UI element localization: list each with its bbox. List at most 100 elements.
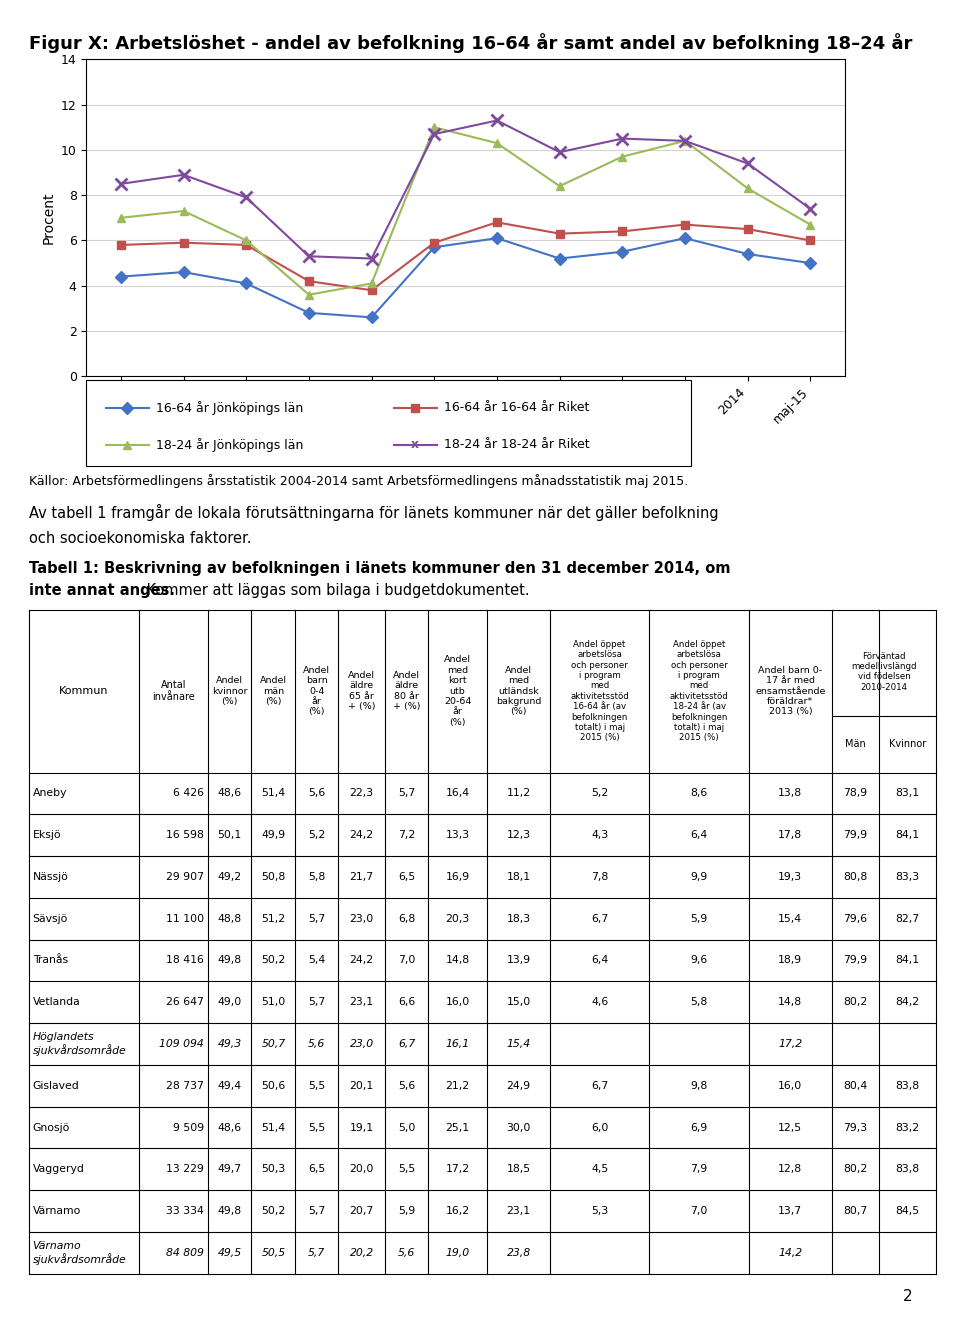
Text: 16,1: 16,1 — [445, 1039, 469, 1049]
Text: 5,8: 5,8 — [308, 873, 325, 882]
Text: 49,4: 49,4 — [218, 1081, 242, 1090]
16-64 år 16-64 år Riket — [366, 282, 377, 298]
Text: 80,2: 80,2 — [843, 998, 868, 1007]
Text: Män: Män — [845, 739, 866, 748]
Text: 18,3: 18,3 — [507, 913, 531, 924]
Text: 50,2: 50,2 — [261, 956, 285, 965]
Text: 11,2: 11,2 — [507, 788, 531, 799]
18-24 år Jönköpings län — [303, 286, 315, 302]
Text: 6,9: 6,9 — [690, 1122, 708, 1133]
18-24 år 18-24 år Riket — [554, 144, 565, 160]
Text: Gnosjö: Gnosjö — [33, 1122, 70, 1133]
Text: 5,7: 5,7 — [308, 998, 325, 1007]
16-64 år 16-64 år Riket — [240, 238, 252, 253]
Text: 78,9: 78,9 — [844, 788, 868, 799]
Text: inte annat anges.: inte annat anges. — [29, 583, 175, 598]
Text: 5,8: 5,8 — [690, 998, 708, 1007]
Text: 5,6: 5,6 — [308, 1039, 325, 1049]
Text: 49,5: 49,5 — [218, 1247, 242, 1258]
18-24 år Jönköpings län — [240, 232, 252, 248]
Text: 50,2: 50,2 — [261, 1206, 285, 1216]
Text: 6,8: 6,8 — [398, 913, 416, 924]
Text: 82,7: 82,7 — [896, 913, 920, 924]
Text: 49,0: 49,0 — [217, 998, 242, 1007]
Text: 28 737: 28 737 — [166, 1081, 204, 1090]
Text: Kommer att läggas som bilaga i budgetdokumentet.: Kommer att läggas som bilaga i budgetdok… — [142, 583, 530, 598]
Text: Andel
män
(%): Andel män (%) — [260, 676, 287, 706]
16-64 år Jönköpings län — [303, 305, 315, 321]
Text: Värnamo: Värnamo — [33, 1206, 81, 1216]
18-24 år 18-24 år Riket — [178, 166, 189, 182]
Text: 20,2: 20,2 — [349, 1247, 373, 1258]
Text: 33 334: 33 334 — [166, 1206, 204, 1216]
Text: 11 100: 11 100 — [166, 913, 204, 924]
16-64 år Jönköpings län — [178, 264, 189, 280]
Text: 6,7: 6,7 — [591, 1081, 609, 1090]
Text: 6,4: 6,4 — [690, 830, 708, 840]
Text: 7,2: 7,2 — [398, 830, 416, 840]
Text: 19,1: 19,1 — [349, 1122, 373, 1133]
Text: 26 647: 26 647 — [166, 998, 204, 1007]
Text: Tabell 1: Beskrivning av befolkningen i länets kommuner den 31 december 2014, om: Tabell 1: Beskrivning av befolkningen i … — [29, 561, 731, 576]
Text: 23,1: 23,1 — [507, 1206, 531, 1216]
Text: 80,7: 80,7 — [843, 1206, 868, 1216]
Text: 20,7: 20,7 — [349, 1206, 373, 1216]
Text: Nässjö: Nässjö — [33, 873, 68, 882]
Text: 84 809: 84 809 — [166, 1247, 204, 1258]
Text: Andel öppet
arbetslösa
och personer
i program
med
aktivitetsstöd
16-64 år (av
be: Andel öppet arbetslösa och personer i pr… — [570, 640, 629, 742]
Text: 84,1: 84,1 — [896, 956, 920, 965]
Text: 49,7: 49,7 — [218, 1164, 242, 1175]
18-24 år Jönköpings län — [178, 203, 189, 219]
Text: 23,8: 23,8 — [507, 1247, 531, 1258]
Text: Andel
med
kort
utb
20-64
år
(%): Andel med kort utb 20-64 år (%) — [444, 656, 471, 727]
Text: 30,0: 30,0 — [506, 1122, 531, 1133]
Text: 83,8: 83,8 — [896, 1081, 920, 1090]
Text: 16 598: 16 598 — [166, 830, 204, 840]
Text: 12,5: 12,5 — [779, 1122, 803, 1133]
16-64 år 16-64 år Riket — [178, 235, 189, 251]
Text: 4,3: 4,3 — [591, 830, 609, 840]
Text: 6,4: 6,4 — [591, 956, 609, 965]
Text: 14,8: 14,8 — [779, 998, 803, 1007]
Text: Andel
kvinnor
(%): Andel kvinnor (%) — [212, 676, 248, 706]
Text: 79,3: 79,3 — [844, 1122, 868, 1133]
16-64 år Jönköpings län — [616, 244, 628, 260]
16-64 år Jönköpings län — [428, 239, 440, 255]
Text: 2: 2 — [902, 1290, 912, 1304]
Text: Kvinnor: Kvinnor — [889, 739, 926, 748]
Text: 21,2: 21,2 — [445, 1081, 469, 1090]
Text: 7,0: 7,0 — [397, 956, 416, 965]
16-64 år 16-64 år Riket — [492, 214, 503, 230]
Text: 23,0: 23,0 — [349, 913, 373, 924]
Text: Eksjö: Eksjö — [33, 830, 61, 840]
Text: och socioekonomiska faktorer.: och socioekonomiska faktorer. — [29, 531, 252, 545]
Text: 15,4: 15,4 — [779, 913, 803, 924]
Text: 50,8: 50,8 — [261, 873, 285, 882]
Text: 84,1: 84,1 — [896, 830, 920, 840]
Text: x: x — [411, 438, 420, 451]
Text: 51,4: 51,4 — [261, 788, 285, 799]
16-64 år Jönköpings län — [492, 230, 503, 246]
18-24 år 18-24 år Riket — [428, 127, 440, 143]
18-24 år 18-24 år Riket — [240, 190, 252, 206]
Text: 5,4: 5,4 — [308, 956, 325, 965]
Text: 24,9: 24,9 — [507, 1081, 531, 1090]
Text: 83,2: 83,2 — [896, 1122, 920, 1133]
Text: 80,2: 80,2 — [843, 1164, 868, 1175]
16-64 år 16-64 år Riket — [303, 273, 315, 289]
Line: 18-24 år 18-24 år Riket: 18-24 år 18-24 år Riket — [115, 115, 816, 264]
18-24 år 18-24 år Riket — [115, 176, 127, 191]
18-24 år 18-24 år Riket — [366, 251, 377, 267]
Text: 6,0: 6,0 — [591, 1122, 609, 1133]
Text: Vetlanda: Vetlanda — [33, 998, 81, 1007]
Text: Källor: Arbetsförmedlingens årsstatistik 2004-2014 samt Arbetsförmedlingens måna: Källor: Arbetsförmedlingens årsstatistik… — [29, 474, 688, 488]
Text: 49,8: 49,8 — [218, 1206, 242, 1216]
Text: 5,5: 5,5 — [308, 1081, 325, 1090]
Text: 50,3: 50,3 — [261, 1164, 285, 1175]
Text: 6,7: 6,7 — [591, 913, 609, 924]
16-64 år 16-64 år Riket — [428, 235, 440, 251]
18-24 år 18-24 år Riket — [742, 156, 754, 172]
Text: 84,5: 84,5 — [896, 1206, 920, 1216]
18-24 år Jönköpings län — [680, 133, 691, 149]
Text: 49,9: 49,9 — [261, 830, 285, 840]
